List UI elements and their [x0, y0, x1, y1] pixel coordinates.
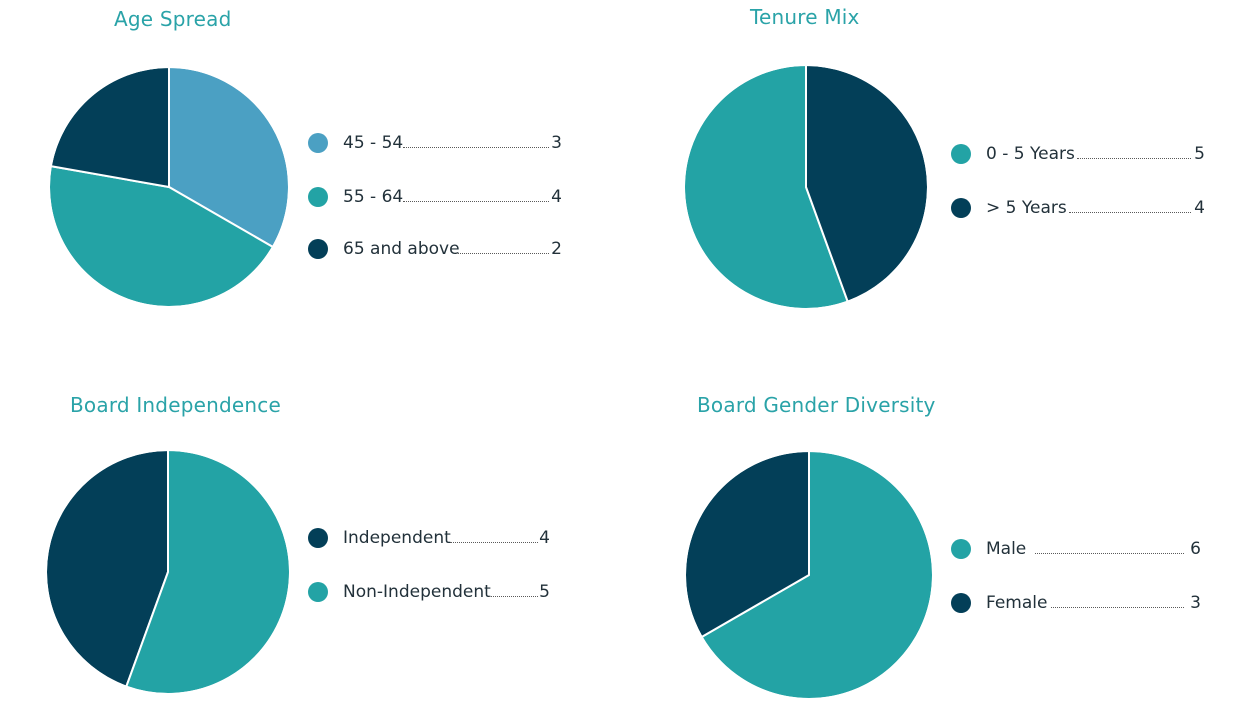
pie-chart-age-spread: [48, 66, 290, 308]
legend-swatch: [951, 198, 971, 218]
pie-outline: [45, 449, 291, 695]
leader-line: [403, 201, 549, 202]
legend-value: 3: [1190, 593, 1201, 613]
legend-value: 5: [1194, 144, 1205, 164]
legend-label: Female: [986, 593, 1048, 613]
legend-swatch: [308, 133, 328, 153]
leader-line: [456, 253, 549, 254]
legend-swatch: [308, 528, 328, 548]
leader-line: [403, 147, 549, 148]
legend-swatch: [308, 582, 328, 602]
legend-swatch: [951, 539, 971, 559]
pie-outline: [683, 64, 929, 310]
legend-value: 4: [1194, 198, 1205, 218]
legend-value: 3: [551, 133, 562, 153]
legend-value: 6: [1190, 539, 1201, 559]
legend-swatch: [951, 593, 971, 613]
legend-label: 45 - 54: [343, 133, 404, 153]
pie-outline: [684, 450, 934, 700]
legend-swatch: [308, 187, 328, 207]
pie-chart-board-gender-diversity: [683, 450, 934, 700]
leader-line: [1035, 553, 1184, 554]
pie-chart-tenure-mix: [683, 64, 929, 310]
legend-label: > 5 Years: [986, 198, 1067, 218]
legend-value: 5: [539, 582, 550, 602]
legend-swatch: [951, 144, 971, 164]
leader-line: [450, 542, 538, 543]
pie-outline: [48, 66, 290, 308]
legend-label: Independent: [343, 528, 451, 548]
leader-line: [1077, 158, 1191, 159]
leader-line: [1051, 607, 1184, 608]
legend-label: 55 - 64: [343, 187, 404, 207]
chart-title: Board Gender Diversity: [697, 393, 936, 417]
legend-label: 0 - 5 Years: [986, 144, 1075, 164]
legend-value: 2: [551, 239, 562, 259]
chart-title: Board Independence: [70, 393, 281, 417]
legend-label: Non-Independent: [343, 582, 491, 602]
chart-title: Tenure Mix: [750, 5, 860, 29]
legend-swatch: [308, 239, 328, 259]
pie-chart-board-independence: [45, 449, 291, 695]
legend-value: 4: [551, 187, 562, 207]
leader-line: [1069, 212, 1191, 213]
chart-title: Age Spread: [114, 7, 232, 31]
legend-label: Male: [986, 539, 1027, 559]
leader-line: [489, 596, 538, 597]
legend-label: 65 and above: [343, 239, 460, 259]
pie-slice: [49, 66, 170, 188]
legend-value: 4: [539, 528, 550, 548]
